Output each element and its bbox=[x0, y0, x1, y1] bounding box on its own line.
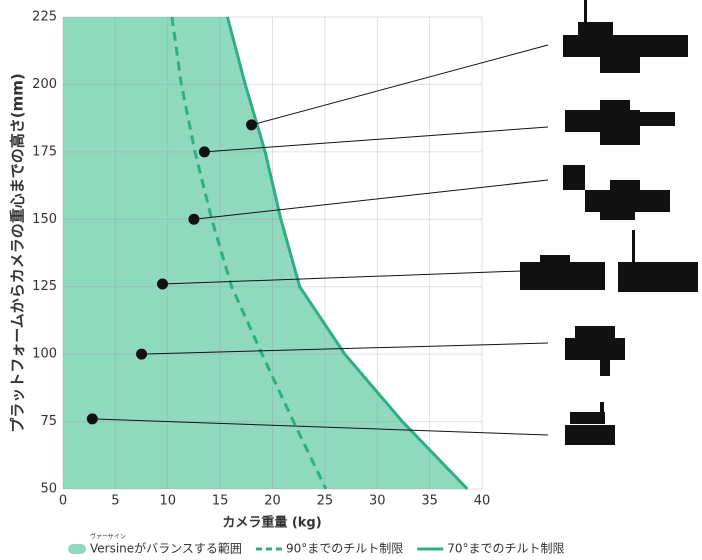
point bbox=[157, 279, 168, 290]
y-tick-label: 75 bbox=[40, 414, 57, 429]
x-tick-label: 5 bbox=[111, 494, 119, 509]
legend-label: 90°までのチルト制限 bbox=[286, 542, 403, 556]
point bbox=[246, 119, 257, 130]
y-tick-label: 125 bbox=[32, 279, 57, 294]
y-tick-label: 150 bbox=[32, 212, 57, 227]
point bbox=[87, 413, 98, 424]
legend-swatch bbox=[68, 544, 86, 554]
annotation: ヴァーサイン bbox=[90, 533, 126, 541]
x-tick-label: 25 bbox=[317, 494, 334, 509]
chart: カメラ重量 (kg) プラットフォームからカメラの重心までの高さ(mm) ヴァー… bbox=[0, 0, 702, 560]
point bbox=[199, 146, 210, 157]
y-tick-label: 50 bbox=[40, 482, 57, 497]
y-axis-label: プラットフォームからカメラの重心までの高さ(mm) bbox=[9, 73, 27, 433]
x-tick-label: 20 bbox=[264, 494, 281, 509]
x-tick-label: 35 bbox=[421, 494, 438, 509]
point bbox=[136, 349, 147, 360]
legend-label: Versineがバランスする範囲 bbox=[90, 541, 242, 556]
y-tick-label: 100 bbox=[32, 347, 57, 362]
x-tick-label: 15 bbox=[212, 494, 229, 509]
legend-label: 70°までのチルト制限 bbox=[447, 542, 564, 556]
y-tick-label: 200 bbox=[32, 77, 57, 92]
x-tick-label: 30 bbox=[369, 494, 386, 509]
x-tick-label: 10 bbox=[159, 494, 176, 509]
x-axis-label: カメラ重量 (kg) bbox=[222, 515, 321, 531]
x-tick-label: 40 bbox=[474, 494, 491, 509]
y-tick-label: 175 bbox=[32, 144, 57, 159]
y-tick-label: 225 bbox=[32, 10, 57, 25]
camera-icons bbox=[520, 0, 698, 445]
x-tick-label: 0 bbox=[59, 494, 67, 509]
point bbox=[188, 214, 199, 225]
